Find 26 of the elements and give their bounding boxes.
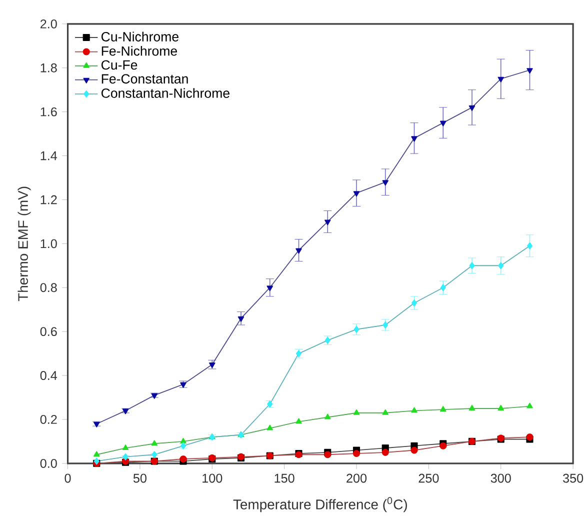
y-tick-label: 2.0 <box>40 19 57 28</box>
x-tick-label: 250 <box>418 474 439 483</box>
y-tick-label: 0.4 <box>40 370 58 380</box>
y-tick-label: 0.6 <box>40 327 57 336</box>
y-tick-label: 1.4 <box>40 151 58 160</box>
y-tick-label: 1.8 <box>40 63 57 72</box>
y-tick-label: 1.2 <box>40 195 57 204</box>
x-tick-label: 350 <box>563 474 584 483</box>
x-tick-label: 200 <box>346 474 367 483</box>
x-tick-label: 100 <box>202 474 222 483</box>
legend-label: Fe-Nichrome <box>102 46 178 56</box>
legend-label: Constantan-Nichrome <box>101 88 230 98</box>
y-axis-title: Thermo EMF (mV) <box>18 186 31 302</box>
x-tick-label: 0 <box>64 474 71 483</box>
y-tick-label: 1.0 <box>40 239 57 248</box>
legend-label: Fe-Constantan <box>102 74 188 84</box>
y-tick-label: 0.2 <box>40 414 57 424</box>
x-tick-label: 150 <box>274 474 294 483</box>
legend-label: Cu-Nichrome <box>101 32 178 42</box>
x-tick-label: 50 <box>133 474 146 483</box>
x-axis-title: Temperature Difference ($^{0}$C) <box>233 497 407 512</box>
y-tick-label: 0.0 <box>40 458 57 468</box>
x-tick-label: 300 <box>490 474 511 483</box>
y-tick-label: 1.6 <box>40 107 57 116</box>
legend-label: Cu-Fe <box>101 60 138 70</box>
y-tick-label: 0.8 <box>40 283 57 292</box>
